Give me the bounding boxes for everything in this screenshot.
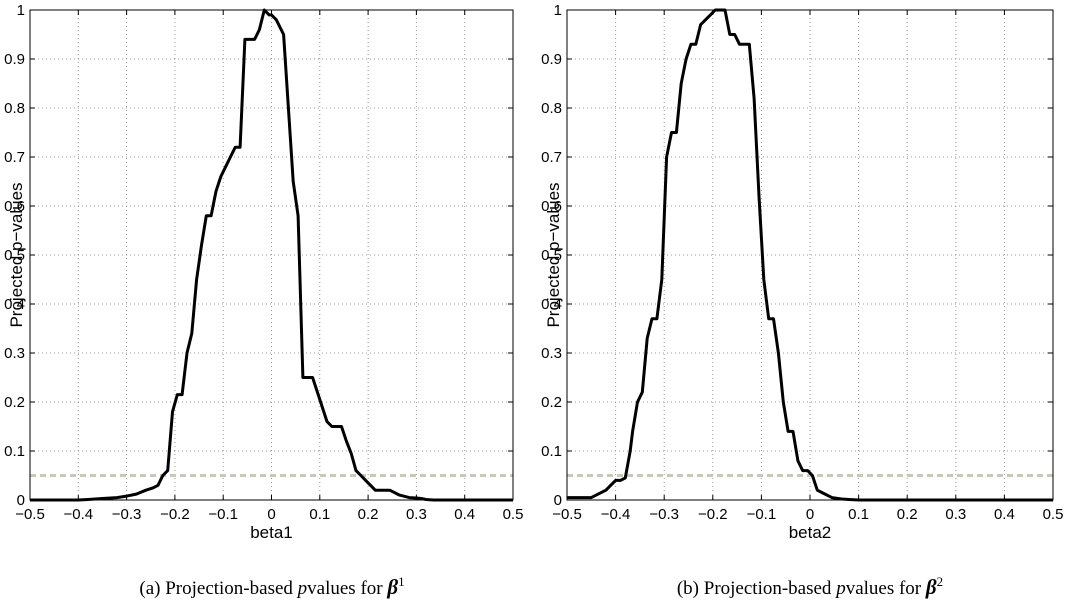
y-tick-label: 0.8 (541, 100, 562, 117)
y-tick-label: 0.7 (4, 149, 25, 166)
y-tick-label: 0.6 (4, 198, 25, 215)
y-axis-label: Projected p−values (7, 182, 26, 327)
figure-caption: (a) Projection-based pvalues for β1 (139, 574, 404, 599)
x-tick-label: −0.3 (649, 506, 679, 523)
caption-part: values for (846, 578, 926, 599)
caption-part: β (386, 575, 398, 599)
x-tick-label: 0.1 (309, 506, 330, 523)
y-tick-label: 0.3 (541, 345, 562, 362)
caption-part: p (296, 578, 308, 599)
y-tick-label: 0.6 (541, 198, 562, 215)
caption-part: (a) Projection-based (139, 578, 297, 599)
chart-panel-1: −0.5 −0.4 −0.3 −0.2 −0.1 0 0.1 0.2 0.3 0.4 0.5 0 0.1… (4, 2, 523, 599)
caption-part: values for (307, 578, 387, 599)
x-axis-label: beta2 (789, 523, 832, 542)
x-tick-label: 0.4 (994, 506, 1015, 523)
x-tick-label: 0.3 (945, 506, 966, 523)
x-tick-label: 0.5 (1043, 506, 1064, 523)
x-axis-label: beta1 (250, 523, 293, 542)
y-tick-label: 0.5 (541, 247, 562, 264)
caption-part: 1 (398, 574, 405, 589)
y-tick-label: 0.9 (541, 51, 562, 68)
y-tick-label: 0.4 (4, 296, 25, 313)
x-tick-label: −0.5 (15, 506, 45, 523)
x-tick-label: 0 (267, 506, 275, 523)
y-tick-label: 0 (17, 492, 25, 509)
x-tick-label: −0.1 (747, 506, 777, 523)
x-tick-label: −0.5 (552, 506, 582, 523)
y-tick-label: 0.1 (541, 443, 562, 460)
x-tick-label: 0 (806, 506, 814, 523)
series-line-1 (30, 8, 513, 502)
x-tick-label: −0.2 (698, 506, 728, 523)
y-tick-label: 0.2 (541, 394, 562, 411)
x-tick-label: 0.3 (406, 506, 427, 523)
chart-panel-2: −0.5 −0.4 −0.3 −0.2 −0.1 0 0.1 0.2 0.3 0.4 0.5 0 0.1… (541, 2, 1063, 599)
y-tick-label: 0 (554, 492, 562, 509)
x-tick-label: −0.4 (601, 506, 631, 523)
y-tick-label: 1 (17, 2, 25, 19)
y-tick-label: 0.5 (4, 247, 25, 264)
x-tick-label: 0.2 (897, 506, 918, 523)
x-tick-label: 0.1 (848, 506, 869, 523)
caption-part: (b) Projection-based (677, 578, 836, 599)
x-tick-label: 0.2 (358, 506, 379, 523)
x-tick-label: 0.5 (503, 506, 524, 523)
y-tick-label: 1 (554, 2, 562, 19)
y-tick-label: 0.9 (4, 51, 25, 68)
x-tick-label: −0.2 (160, 506, 190, 523)
caption-part: 2 (937, 574, 944, 589)
caption-part: β (925, 575, 937, 599)
x-tick-label: −0.1 (208, 506, 238, 523)
figure-caption: (b) Projection-based pvalues for β2 (677, 574, 943, 599)
x-tick-label: −0.3 (112, 506, 142, 523)
y-tick-label: 0.3 (4, 345, 25, 362)
x-tick-label: −0.4 (63, 506, 93, 523)
caption-part: p (834, 578, 846, 599)
y-axis-label: Projected p−values (544, 182, 563, 327)
series-line-1 (567, 8, 1053, 502)
y-tick-label: 0.2 (4, 394, 25, 411)
y-tick-label: 0.4 (541, 296, 562, 313)
y-tick-label: 0.1 (4, 443, 25, 460)
x-tick-label: 0.4 (454, 506, 475, 523)
y-tick-label: 0.8 (4, 100, 25, 117)
y-tick-label: 0.7 (541, 149, 562, 166)
